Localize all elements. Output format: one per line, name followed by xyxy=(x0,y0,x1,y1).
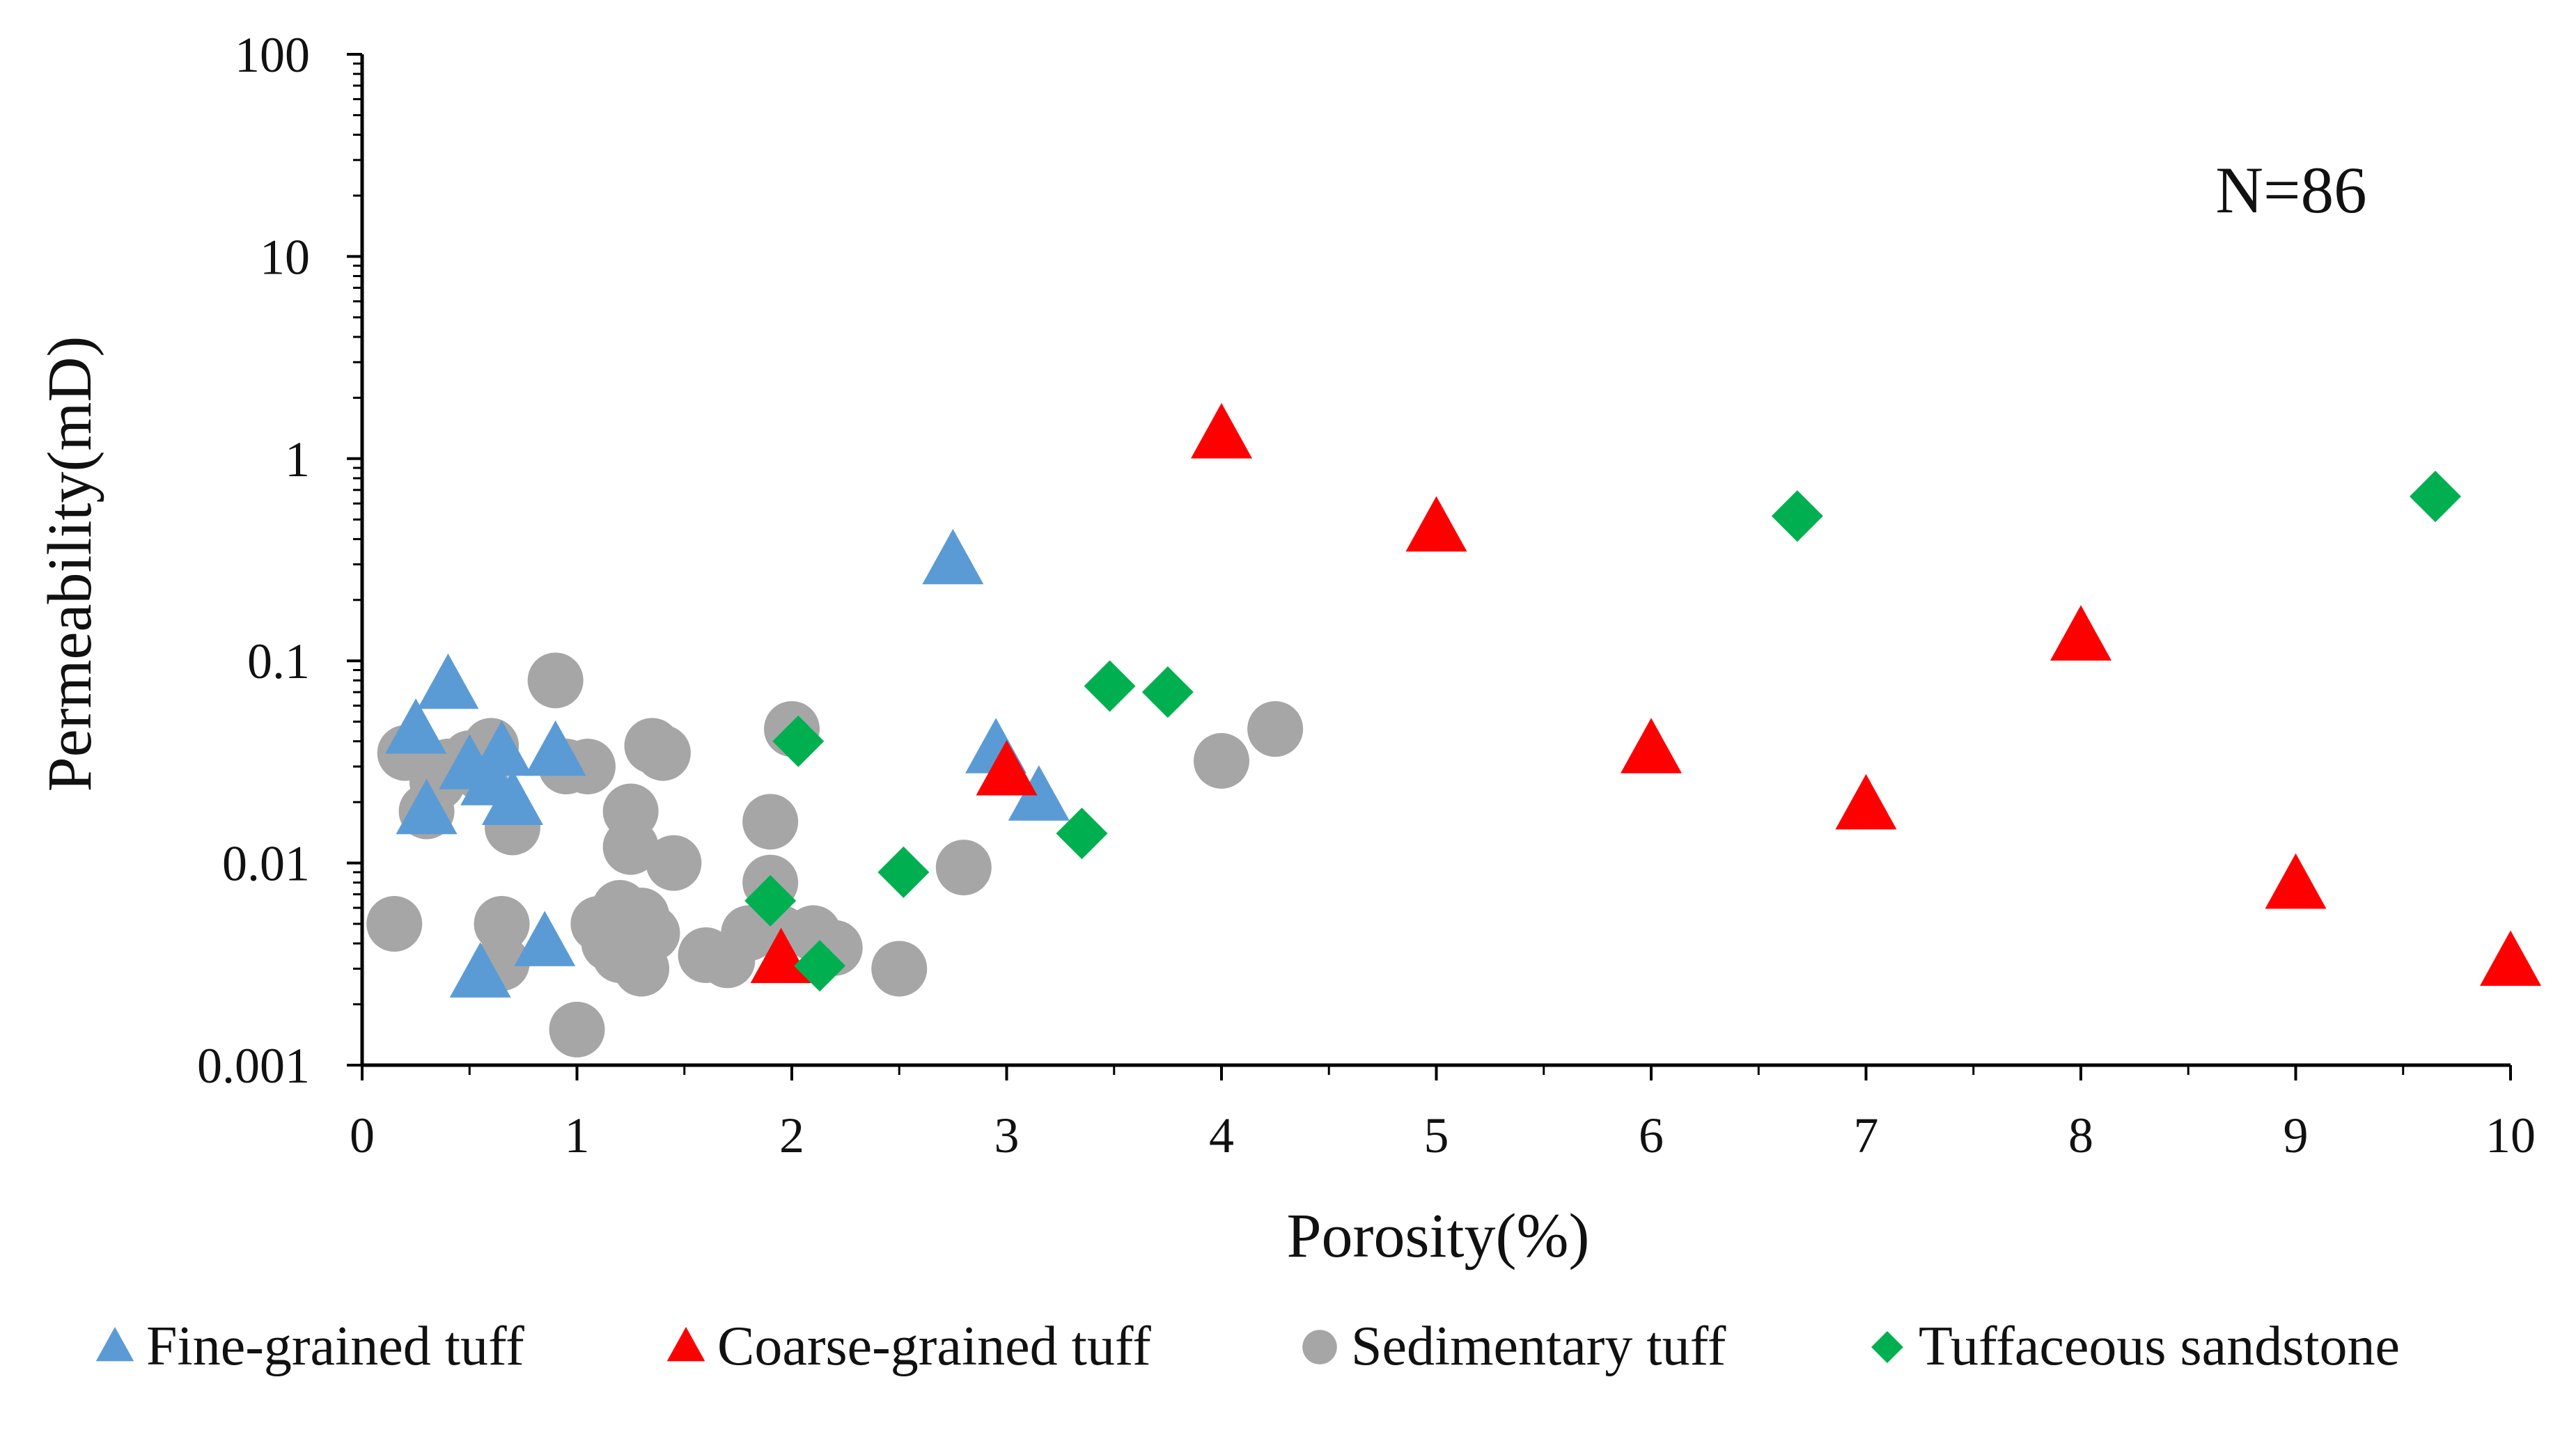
x-axis-title: Porosity(%) xyxy=(1287,1202,1590,1271)
y-tick-label: 1 xyxy=(285,432,310,487)
series-coarse-grained-tuff xyxy=(750,402,2541,986)
legend: Fine-grained tuff Coarse-grained tuff Sedi… xyxy=(95,1316,2400,1377)
legend-marker-icon xyxy=(1302,1330,1337,1365)
y-axis-ticks: 0.001 0.01 0.1 1 10 100 xyxy=(197,27,362,1094)
data-point xyxy=(2480,930,2541,986)
data-point xyxy=(1084,660,1136,712)
data-point xyxy=(750,927,812,984)
data-point xyxy=(922,528,984,585)
legend-marker-icon xyxy=(95,1326,134,1362)
data-point xyxy=(744,874,797,927)
legend-marker-icon xyxy=(1871,1331,1903,1363)
y-tick-label: 0.01 xyxy=(222,836,310,892)
data-point xyxy=(449,942,511,998)
data-point xyxy=(2410,471,2462,523)
x-tick-label: 8 xyxy=(2068,1108,2093,1163)
x-tick-label: 1 xyxy=(565,1108,590,1163)
data-point xyxy=(794,940,846,992)
data-point xyxy=(646,835,702,891)
x-tick-label: 10 xyxy=(2485,1108,2536,1163)
data-point xyxy=(1194,732,1249,789)
axes xyxy=(360,54,2511,1067)
x-tick-label: 4 xyxy=(1209,1108,1234,1163)
data-point xyxy=(549,1001,605,1057)
series-tuffaceous-sandstone xyxy=(744,471,2462,992)
x-tick-label: 6 xyxy=(1639,1108,1664,1163)
x-tick-label: 5 xyxy=(1424,1108,1449,1163)
data-point xyxy=(772,715,825,767)
data-point xyxy=(1191,402,1252,459)
y-tick-label: 10 xyxy=(260,229,310,285)
y-tick-label: 0.1 xyxy=(247,634,310,689)
data-point xyxy=(527,652,584,709)
legend-label: Tuffaceous sandstone xyxy=(1919,1316,2400,1377)
data-point xyxy=(742,794,799,850)
data-point xyxy=(1141,666,1194,718)
series-sedimentary-tuff xyxy=(366,652,1304,1057)
data-point xyxy=(1835,773,1897,830)
data-point xyxy=(471,720,533,776)
data-point xyxy=(481,769,543,825)
data-point xyxy=(1247,701,1304,757)
legend-item: Coarse-grained tuff xyxy=(666,1316,1151,1377)
data-point xyxy=(417,653,479,709)
legend-marker-icon xyxy=(666,1326,705,1362)
data-point xyxy=(1771,490,1823,542)
x-tick-label: 7 xyxy=(1854,1108,1879,1163)
data-point xyxy=(2265,853,2327,909)
data-point xyxy=(976,739,1038,796)
data-point xyxy=(634,725,691,781)
data-point xyxy=(624,905,680,961)
data-point xyxy=(2050,605,2111,661)
legend-item: Fine-grained tuff xyxy=(95,1316,524,1377)
legend-item: Tuffaceous sandstone xyxy=(1871,1316,2400,1377)
data-point xyxy=(559,739,616,795)
data-point xyxy=(935,840,992,896)
data-point xyxy=(514,911,576,966)
data-point xyxy=(1056,808,1108,860)
y-axis-title: Permeability(mD) xyxy=(36,336,104,792)
x-axis-ticks: 0 1 2 3 4 5 6 7 8 9 10 xyxy=(350,1065,2536,1163)
x-tick-label: 0 xyxy=(350,1108,375,1163)
data-point xyxy=(1405,496,1467,552)
sample-count-annotation: N=86 xyxy=(2215,153,2366,227)
data-point xyxy=(1621,718,1682,773)
x-tick-label: 3 xyxy=(994,1108,1020,1163)
y-tick-label: 100 xyxy=(235,27,310,83)
legend-item: Sedimentary tuff xyxy=(1302,1316,1726,1377)
data-point xyxy=(366,896,423,952)
legend-label: Fine-grained tuff xyxy=(146,1316,524,1377)
data-point xyxy=(524,720,586,776)
data-point xyxy=(396,778,458,835)
data-point xyxy=(877,846,930,898)
data-point xyxy=(1008,765,1070,821)
legend-label: Sedimentary tuff xyxy=(1351,1316,1726,1377)
data-point xyxy=(385,698,447,754)
series-fine-grained-tuff xyxy=(385,528,1070,998)
data-points xyxy=(366,402,2541,1057)
data-point xyxy=(602,819,659,875)
x-tick-label: 9 xyxy=(2284,1108,2309,1163)
x-tick-label: 2 xyxy=(779,1108,804,1163)
data-point xyxy=(871,941,928,997)
y-tick-label: 0.001 xyxy=(197,1038,310,1094)
legend-label: Coarse-grained tuff xyxy=(717,1316,1151,1377)
data-point xyxy=(474,896,530,952)
